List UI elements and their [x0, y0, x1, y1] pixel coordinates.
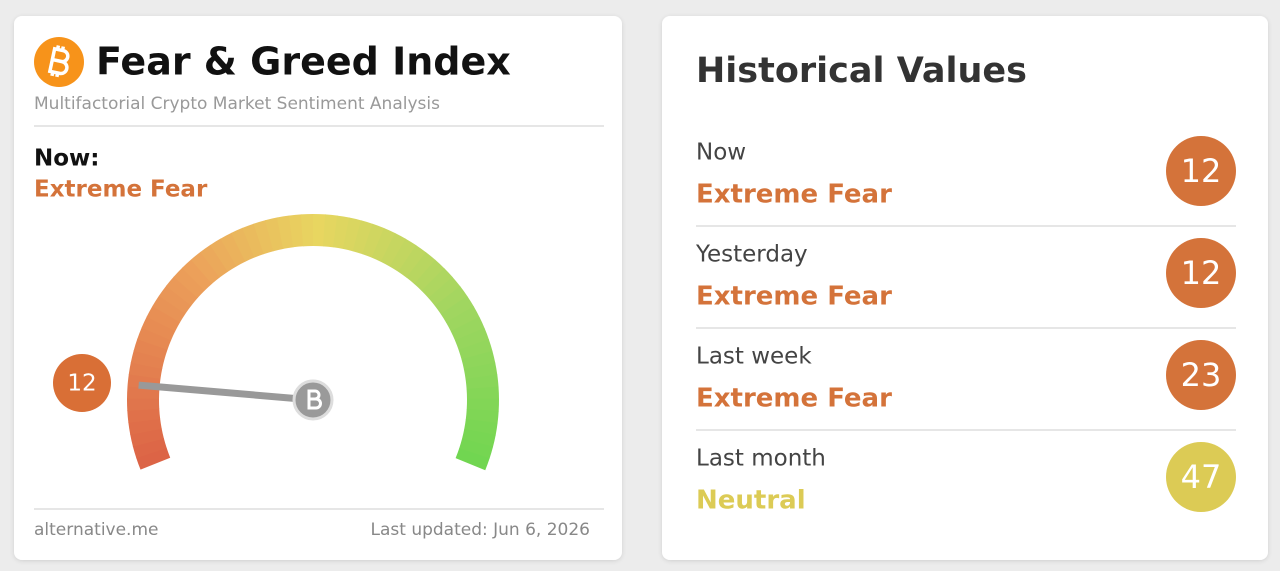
value-badge-text: 12	[1181, 152, 1222, 190]
value-badge	[1166, 340, 1236, 410]
arc-segment	[136, 447, 171, 470]
now-label: Now:	[34, 146, 100, 172]
period: Last month	[696, 446, 826, 472]
value-badge-text: 23	[1181, 356, 1222, 394]
hub-logo	[307, 389, 322, 410]
value-badge-text: 12	[1181, 254, 1222, 292]
bitcoin-logo	[34, 37, 84, 87]
arc-segment	[130, 350, 165, 370]
footer-updated: Last updated: Jun 6, 2026	[371, 520, 591, 540]
history-rows: Now Extreme Fear 12 Yesterday Extreme Fear 12…	[695, 136, 1236, 516]
arc-segment	[200, 244, 229, 278]
arc-segment	[465, 408, 499, 424]
classification: Neutral	[696, 486, 806, 516]
arc-segment	[132, 438, 167, 459]
title: Fear & Greed Index	[96, 40, 511, 84]
arc-segment	[220, 232, 246, 267]
arc-segment	[454, 327, 489, 351]
period: Yesterday	[695, 242, 808, 268]
arc-segment	[130, 428, 164, 447]
history-title: Historical Values	[696, 51, 1027, 91]
arc-segment	[461, 428, 496, 448]
footer-source[interactable]: alternative.me	[34, 520, 158, 540]
arc-segment	[458, 339, 493, 360]
classification: Extreme Fear	[34, 177, 208, 203]
arc-segment	[389, 238, 417, 273]
arc-segment	[152, 295, 186, 323]
value-badge	[1166, 136, 1236, 206]
arc-segment	[158, 285, 192, 314]
gauge-arc	[127, 214, 499, 471]
subtitle: Multifactorial Crypto Market Sentiment A…	[34, 94, 440, 114]
arc-segment	[265, 217, 284, 252]
arc-segment	[332, 215, 350, 250]
arc-segment	[464, 418, 498, 436]
value-badge-text: 12	[67, 371, 96, 397]
arc-segment	[173, 267, 205, 299]
arc-segment	[362, 223, 385, 258]
arc-segment	[210, 238, 237, 272]
arc-segment	[133, 338, 168, 360]
classification: Extreme Fear	[696, 180, 892, 210]
arc-segment	[342, 217, 362, 252]
arc-segment	[253, 220, 274, 255]
arc-segment	[165, 276, 199, 306]
arc-segment	[141, 316, 176, 341]
arc-segment	[414, 259, 445, 292]
gauge: 12	[53, 354, 334, 421]
arc-segment	[459, 438, 494, 459]
arc-segment	[128, 362, 163, 380]
arc-segment	[352, 220, 374, 255]
arc-segment	[440, 295, 474, 323]
arc-segment	[455, 448, 490, 471]
arc-segment	[322, 214, 338, 248]
period: Last week	[696, 344, 812, 370]
value-badge-text: 47	[1181, 458, 1222, 496]
arc-segment	[137, 327, 172, 350]
arc-segment	[461, 350, 496, 370]
arc-segment	[450, 316, 485, 341]
classification: Extreme Fear	[696, 384, 892, 414]
arc-segment	[380, 233, 407, 267]
classification: Extreme Fear	[696, 282, 892, 312]
arc-segment	[445, 306, 480, 332]
arc-segment	[276, 215, 294, 249]
arc-segment	[242, 223, 265, 258]
arc-segment	[181, 259, 213, 291]
arc-segment	[406, 252, 436, 285]
arc-segment	[288, 214, 304, 248]
arc-segment	[434, 286, 468, 315]
right-card	[662, 16, 1268, 560]
arc-segment	[428, 276, 461, 307]
arc-segment	[421, 268, 453, 299]
needle	[138, 381, 314, 404]
value-badge	[53, 354, 111, 412]
arc-segment	[128, 418, 162, 435]
arc-segment	[146, 305, 181, 332]
value-badge	[1166, 442, 1236, 512]
arc-segment	[465, 374, 499, 390]
arc-segment	[231, 227, 255, 262]
arc-segment	[371, 228, 396, 263]
arc-segment	[190, 251, 221, 284]
arc-segment	[463, 362, 498, 380]
arc-segment	[398, 245, 427, 278]
value-badge	[1166, 238, 1236, 308]
arc-segment	[127, 408, 161, 423]
period: Now	[696, 140, 746, 166]
